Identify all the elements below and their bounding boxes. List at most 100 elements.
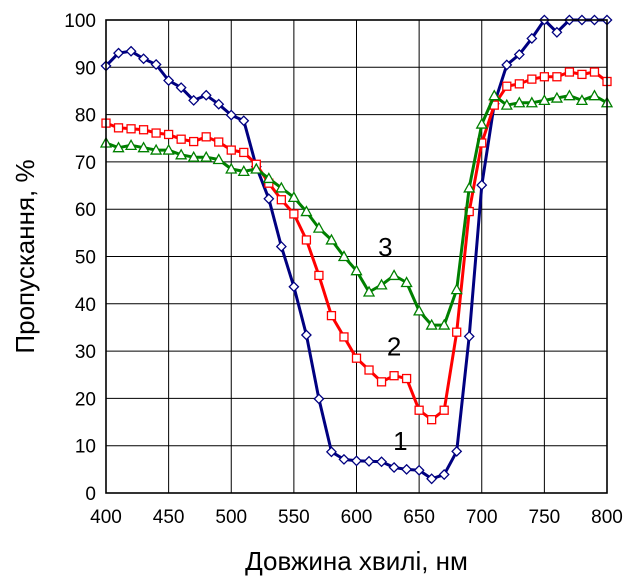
data-point-2 — [113, 123, 124, 133]
x-tick-labels: 400 450 500 550 600 650 700 750 800 — [90, 507, 623, 528]
y-tick-label: 50 — [75, 248, 96, 269]
y-tick-label: 60 — [75, 200, 96, 221]
data-point-3 — [500, 98, 513, 110]
data-point-3 — [287, 191, 300, 203]
data-point-3 — [400, 276, 413, 288]
data-point-3 — [362, 285, 376, 297]
data-point-1 — [125, 45, 137, 57]
data-point-3 — [337, 250, 351, 262]
data-point-3 — [463, 181, 476, 193]
data-point-2 — [589, 67, 600, 77]
data-point-1 — [300, 329, 312, 341]
data-point-2 — [552, 72, 562, 82]
data-point-1 — [388, 461, 400, 473]
y-tick-label: 100 — [64, 11, 96, 32]
data-point-2 — [214, 137, 224, 147]
y-axis-title: Пропускання, % — [10, 159, 40, 353]
x-tick-label: 650 — [403, 507, 435, 528]
data-point-2 — [151, 128, 161, 138]
data-point-1 — [313, 393, 325, 405]
data-point-3 — [513, 96, 526, 108]
series-2 — [101, 67, 612, 425]
data-point-1 — [476, 179, 488, 191]
data-point-1 — [288, 281, 300, 293]
data-point-3 — [550, 91, 564, 103]
data-point-2 — [527, 74, 537, 84]
x-tick-label: 800 — [591, 507, 623, 528]
data-point-1 — [263, 193, 275, 205]
data-point-3 — [488, 89, 501, 101]
data-point-2 — [126, 124, 136, 134]
data-point-2 — [301, 235, 312, 245]
data-point-2 — [376, 377, 387, 387]
data-point-2 — [539, 72, 550, 82]
y-tick-label: 20 — [75, 389, 96, 410]
series-labels: 1 2 3 — [378, 232, 407, 456]
data-point-3 — [375, 278, 388, 290]
data-point-2 — [351, 353, 362, 363]
data-point-3 — [525, 96, 538, 108]
data-point-3 — [350, 264, 363, 276]
y-tick-label: 40 — [75, 295, 96, 316]
y-tick-labels: 0 10 20 30 40 50 60 70 80 90 100 — [64, 11, 96, 505]
data-point-3 — [124, 139, 138, 150]
data-point-2 — [389, 371, 399, 381]
data-point-3 — [262, 172, 275, 184]
data-point-1 — [225, 109, 237, 121]
data-point-3 — [200, 150, 213, 162]
data-point-1 — [526, 32, 538, 44]
data-point-1 — [200, 89, 212, 101]
data-point-3 — [250, 162, 263, 174]
y-tick-label: 0 — [85, 484, 96, 505]
data-point-1 — [238, 115, 250, 127]
data-point-2 — [452, 327, 462, 337]
data-point-3 — [450, 283, 463, 295]
data-point-3 — [413, 304, 426, 316]
series-layer — [99, 14, 614, 485]
data-point-3 — [300, 205, 313, 217]
data-point-3 — [387, 269, 401, 281]
data-point-1 — [413, 464, 425, 476]
data-point-1 — [501, 59, 513, 71]
series-label-2: 2 — [387, 331, 401, 361]
x-tick-label: 750 — [529, 507, 561, 528]
data-point-3 — [275, 181, 288, 193]
data-point-2 — [176, 134, 186, 144]
grid-lines — [105, 19, 608, 494]
data-point-2 — [289, 209, 299, 219]
data-point-2 — [189, 136, 199, 147]
data-point-2 — [502, 81, 512, 91]
x-axis-title: Довжина хвилі, нм — [245, 546, 468, 576]
data-point-3 — [538, 94, 551, 106]
data-point-3 — [137, 141, 150, 153]
series-1 — [100, 14, 613, 485]
y-tick-label: 30 — [75, 342, 96, 363]
data-point-1 — [363, 455, 375, 467]
data-point-1 — [138, 53, 150, 65]
data-point-1 — [275, 241, 287, 253]
x-tick-label: 500 — [215, 507, 247, 528]
y-tick-label: 90 — [75, 58, 96, 79]
data-point-1 — [438, 469, 450, 481]
data-point-3 — [112, 141, 125, 153]
data-point-2 — [577, 69, 587, 80]
data-point-1 — [338, 453, 350, 465]
y-tick-label: 70 — [75, 153, 96, 174]
data-point-1 — [350, 455, 363, 467]
data-point-2 — [138, 125, 149, 135]
data-point-3 — [575, 94, 589, 106]
data-point-2 — [414, 405, 424, 415]
data-point-3 — [325, 233, 338, 245]
data-point-1 — [213, 98, 225, 110]
data-point-3 — [475, 117, 488, 129]
data-point-3 — [187, 150, 200, 162]
data-point-2 — [314, 270, 324, 281]
data-point-3 — [237, 165, 250, 177]
data-point-2 — [326, 310, 337, 321]
series-label-1: 1 — [393, 426, 407, 456]
data-point-3 — [588, 89, 601, 101]
data-point-2 — [239, 147, 249, 158]
data-point-1 — [401, 463, 413, 475]
data-point-3 — [425, 318, 438, 330]
data-point-2 — [514, 79, 524, 89]
